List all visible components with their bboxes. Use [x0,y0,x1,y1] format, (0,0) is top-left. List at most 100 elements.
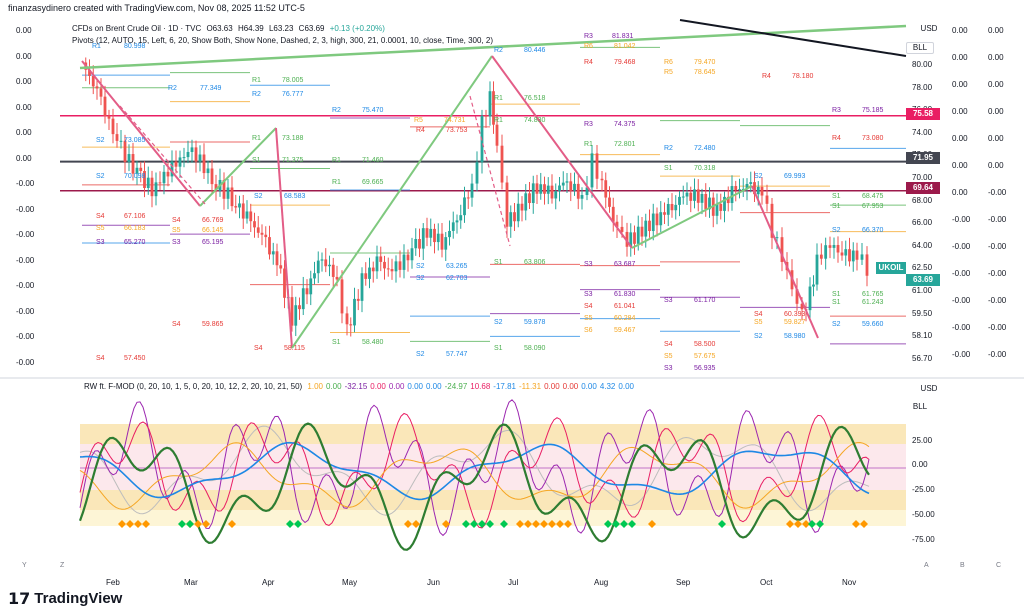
pivot-label: S4 [96,213,105,220]
osc-values: 1.00 0.00 -32.15 0.00 0.00 0.00 0.00 -24.97 10.6… [307,382,637,391]
long-trend-line[interactable] [79,24,907,70]
candle [414,228,418,256]
symbol-legend[interactable]: CFDs on Brent Crude Oil · 1D · TVC O63.6… [72,24,388,34]
pivot-label: 61.830 [614,291,636,298]
footer: 17 TradingView [0,580,1024,616]
candle [271,242,275,265]
signal-diamond-green [500,520,508,528]
candle [398,250,402,278]
candle [855,242,859,271]
pivot-label: S2 [254,193,263,200]
candle [480,109,484,174]
candle [178,150,182,178]
osc-value: 0.00 [618,382,634,391]
candle [715,193,719,225]
pivot-label: R1 [92,43,101,50]
candle [222,172,226,210]
zigzag-down-2[interactable] [275,127,293,349]
price-tag: 63.69 [906,274,940,286]
candle [770,198,774,250]
candle [305,279,309,305]
unit-label[interactable]: BLL [912,43,928,52]
candle [711,192,715,228]
pivot-label: R2 [168,85,177,92]
pivot-label: 59.827 [784,319,806,326]
signal-diamond-green [620,520,628,528]
zigzag-up-2[interactable] [291,55,493,349]
right-level-a: 0.00 [952,161,968,170]
candle [466,191,470,209]
pivot-label: S4 [254,345,263,352]
candle [455,214,459,234]
right-level-a: -0.00 [952,242,971,251]
right-level-a: -0.00 [952,215,971,224]
left-level: 0.00 [16,102,32,112]
right-level-a: 0.00 [952,80,968,89]
dashed-channel-2[interactable] [469,95,511,247]
candle [484,109,488,128]
pivot-label: R3 [832,107,841,114]
pivot-label: R5 [414,117,423,124]
time-label: Mar [184,578,198,587]
left-level: 0.00 [16,26,32,35]
pivot-label: R4 [762,73,771,80]
osc-unit-box[interactable]: BLL [906,402,934,412]
time-label: Jul [508,578,519,587]
signal-diamond-orange [540,520,548,528]
price-chart[interactable]: R1 80.998 R2 80.446 R3 81.831 R6 81.042 R4 79.468… [0,16,1024,580]
pivot-label: S5 [96,225,105,232]
candle [865,246,869,287]
pivots-legend[interactable]: Pivots (12, AUTO, 15, Left, 6, 20, Show … [72,36,496,46]
pivot-label: 78.645 [694,69,716,76]
resistance-line[interactable] [679,19,907,57]
zigzag-down-3[interactable] [491,55,633,249]
candle [143,161,146,198]
signal-diamond-orange [852,520,860,528]
candle [600,171,604,191]
candle [569,172,573,202]
pivot-label: S1 [832,193,841,200]
osc-unit-label[interactable]: BLL [912,402,928,411]
candle [539,172,543,200]
zigzag-up-1[interactable] [199,127,277,207]
price-tick: 56.70 [912,353,933,363]
pivot-label: 74.830 [524,117,546,124]
candle [324,248,328,273]
symbol-name[interactable]: CFDs on Brent Crude Oil · 1D · TVC [72,24,202,33]
right-level-b: 0.00 [988,134,1004,143]
pivot-label: 67.106 [124,213,146,220]
candle [253,212,256,238]
candle [851,242,855,272]
right-level-b: 0.00 [988,161,1004,170]
osc-name[interactable]: RW ft. F-MOD (0, 20, 10, 1, 5, 0, 20, 10… [84,382,303,391]
time-label: Oct [760,578,773,587]
pivot-label: R4 [832,135,841,142]
dashed-channel[interactable] [119,105,206,205]
candle [194,140,198,173]
pivot-label: 63.687 [614,261,636,268]
candle [127,144,131,172]
price-tick: 62.50 [912,263,933,273]
candle [738,178,741,199]
pivot-label: 65.195 [202,239,224,246]
candle [260,224,264,246]
chart-area[interactable]: R1 80.998 R2 80.446 R3 81.831 R6 81.042 R4 79.468… [0,16,1024,587]
pivot-label: 57.747 [446,351,468,358]
unit-box[interactable]: BLL [906,42,934,54]
candle [550,174,554,204]
candle [238,195,241,219]
signal-diamond-green [186,520,194,528]
oscillator-legend[interactable]: RW ft. F-MOD (0, 20, 10, 1, 5, 0, 20, 10… [84,382,640,392]
zigzag-up-3[interactable] [631,185,753,249]
zigzag-down-4[interactable] [751,185,819,339]
candle [681,185,685,205]
pivot-label: 58.500 [694,341,716,348]
signal-diamond-green [718,520,726,528]
price-tick: 59.50 [912,308,933,318]
pivot-label: 69.993 [784,173,806,180]
tradingview-logo[interactable]: 17 TradingView [8,588,122,608]
pivots-text[interactable]: Pivots (12, AUTO, 15, Left, 6, 20, Show … [72,36,493,45]
pivot-label: S2 [832,321,841,328]
zigzag-down-1[interactable] [81,60,201,207]
pivot-label: R2 [252,91,261,98]
